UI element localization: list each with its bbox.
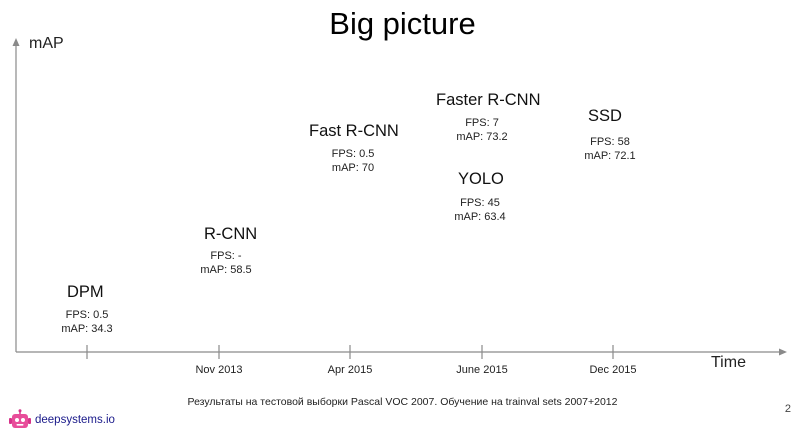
tick-label-dec-2015: Dec 2015 <box>589 364 637 376</box>
logo-text: deepsystems.io <box>35 414 115 426</box>
model-name-dpm: DPM <box>67 283 104 301</box>
model-name-fast-rcnn: Fast R-CNN <box>309 122 399 140</box>
page-number: 2 <box>784 403 791 415</box>
x-axis-arrow <box>779 348 787 356</box>
model-name-yolo: YOLO <box>458 170 504 188</box>
x-axis-label: Time <box>711 354 746 371</box>
model-metrics-yolo: FPS: 45 mAP: 63.4 <box>443 196 517 224</box>
model-name-rcnn: R-CNN <box>204 225 258 243</box>
tick-label-nov-2013: Nov 2013 <box>195 364 243 376</box>
model-fps-rcnn: FPS: - <box>210 250 242 262</box>
model-map-dpm: mAP: 34.3 <box>61 323 113 335</box>
robot-icon <box>9 409 31 428</box>
slide-title: Big picture <box>329 6 476 41</box>
model-fps-fast-rcnn: FPS: 0.5 <box>331 148 375 160</box>
model-fps-yolo: FPS: 45 <box>460 197 500 209</box>
model-metrics-rcnn: FPS: - mAP: 58.5 <box>189 249 263 277</box>
model-metrics-ssd: FPS: 58 mAP: 72.1 <box>573 135 647 163</box>
model-metrics-dpm: FPS: 0.5 mAP: 34.3 <box>50 308 124 336</box>
model-map-yolo: mAP: 63.4 <box>454 211 506 223</box>
model-fps-dpm: FPS: 0.5 <box>65 309 109 321</box>
tick-label-june-2015: June 2015 <box>456 364 508 376</box>
model-map-ssd: mAP: 72.1 <box>584 150 636 162</box>
deepsystems-logo: deepsystems.io <box>8 409 115 431</box>
model-name-faster-rcnn: Faster R-CNN <box>436 91 541 109</box>
model-name-ssd: SSD <box>588 107 622 125</box>
footnote: Результаты на тестовой выборки Pascal VO… <box>187 396 618 408</box>
y-axis-label: mAP <box>29 35 64 52</box>
y-axis-arrow <box>12 38 20 46</box>
model-metrics-fast-rcnn: FPS: 0.5 mAP: 70 <box>316 147 390 175</box>
tick-label-apr-2015: Apr 2015 <box>327 364 373 376</box>
model-fps-ssd: FPS: 58 <box>590 136 630 148</box>
model-map-rcnn: mAP: 58.5 <box>200 264 252 276</box>
model-map-fast-rcnn: mAP: 70 <box>331 162 375 174</box>
model-fps-faster-rcnn: FPS: 7 <box>465 117 499 129</box>
model-metrics-faster-rcnn: FPS: 7 mAP: 73.2 <box>445 116 519 144</box>
model-map-faster-rcnn: mAP: 73.2 <box>456 131 508 143</box>
